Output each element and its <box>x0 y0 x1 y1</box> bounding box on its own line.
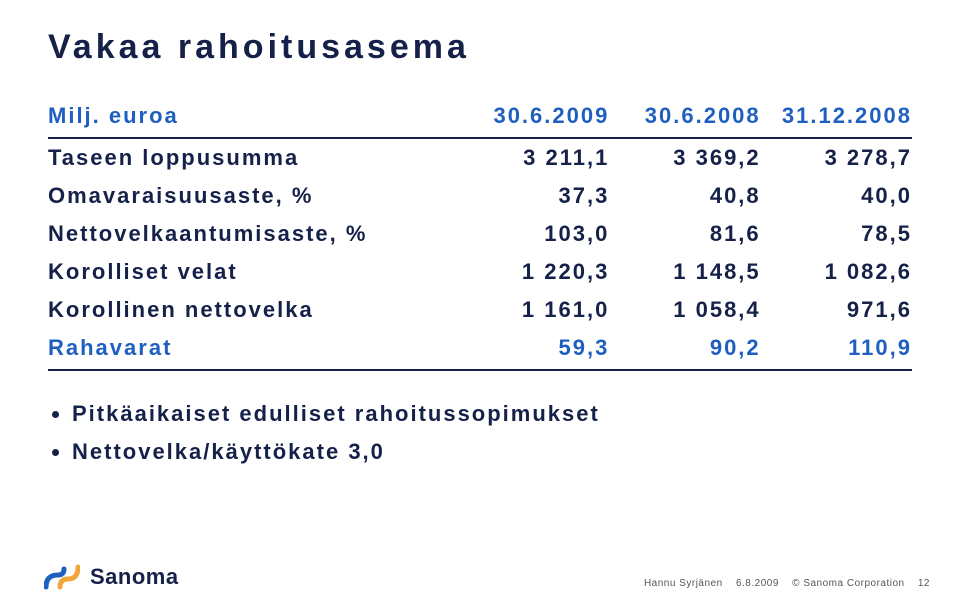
row-label: Rahavarat <box>48 335 458 361</box>
table-row: Taseen loppusumma 3 211,1 3 369,2 3 278,… <box>48 139 912 177</box>
row-label: Nettovelkaantumisaste, % <box>48 221 458 247</box>
table-header-col-3: 31.12.2008 <box>761 103 912 129</box>
row-label: Korollinen nettovelka <box>48 297 458 323</box>
row-val: 1 058,4 <box>609 297 760 323</box>
page-title: Vakaa rahoitusasema <box>48 28 912 67</box>
row-val: 37,3 <box>458 183 609 209</box>
footer-page: 12 <box>918 578 930 589</box>
row-label: Taseen loppusumma <box>48 145 458 171</box>
row-val: 971,6 <box>761 297 912 323</box>
table-row: Rahavarat 59,3 90,2 110,9 <box>48 329 912 371</box>
footer-org: © Sanoma Corporation <box>792 578 904 589</box>
row-label: Korolliset velat <box>48 259 458 285</box>
table-header-col-1: 30.6.2009 <box>458 103 609 129</box>
footer: Hannu Syrjänen 6.8.2009 © Sanoma Corpora… <box>634 578 930 589</box>
table-header-label: Milj. euroa <box>48 103 458 129</box>
row-val: 1 220,3 <box>458 259 609 285</box>
bullet-list: Pitkäaikaiset edulliset rahoitussopimuks… <box>48 401 912 465</box>
table-header-col-2: 30.6.2008 <box>609 103 760 129</box>
logo-mark-icon <box>44 561 80 593</box>
row-val: 40,0 <box>761 183 912 209</box>
footer-date: 6.8.2009 <box>736 578 779 589</box>
logo-text: Sanoma <box>90 564 179 590</box>
bullet-item: Pitkäaikaiset edulliset rahoitussopimuks… <box>72 401 912 427</box>
row-val: 1 148,5 <box>609 259 760 285</box>
row-val: 3 211,1 <box>458 145 609 171</box>
row-val: 90,2 <box>609 335 760 361</box>
table-header-row: Milj. euroa 30.6.2009 30.6.2008 31.12.20… <box>48 97 912 139</box>
row-val: 103,0 <box>458 221 609 247</box>
row-val: 110,9 <box>761 335 912 361</box>
slide: Vakaa rahoitusasema Milj. euroa 30.6.200… <box>0 0 960 607</box>
table-row: Omavaraisuusaste, % 37,3 40,8 40,0 <box>48 177 912 215</box>
table-row: Korolliset velat 1 220,3 1 148,5 1 082,6 <box>48 253 912 291</box>
row-val: 59,3 <box>458 335 609 361</box>
logo: Sanoma <box>44 561 179 593</box>
row-val: 1 082,6 <box>761 259 912 285</box>
table-row: Nettovelkaantumisaste, % 103,0 81,6 78,5 <box>48 215 912 253</box>
footer-author: Hannu Syrjänen <box>644 578 723 589</box>
row-val: 81,6 <box>609 221 760 247</box>
bullet-item: Nettovelka/käyttökate 3,0 <box>72 439 912 465</box>
row-val: 3 278,7 <box>761 145 912 171</box>
row-val: 1 161,0 <box>458 297 609 323</box>
row-val: 78,5 <box>761 221 912 247</box>
row-val: 40,8 <box>609 183 760 209</box>
row-label: Omavaraisuusaste, % <box>48 183 458 209</box>
row-val: 3 369,2 <box>609 145 760 171</box>
table-row: Korollinen nettovelka 1 161,0 1 058,4 97… <box>48 291 912 329</box>
financial-table: Milj. euroa 30.6.2009 30.6.2008 31.12.20… <box>48 97 912 371</box>
